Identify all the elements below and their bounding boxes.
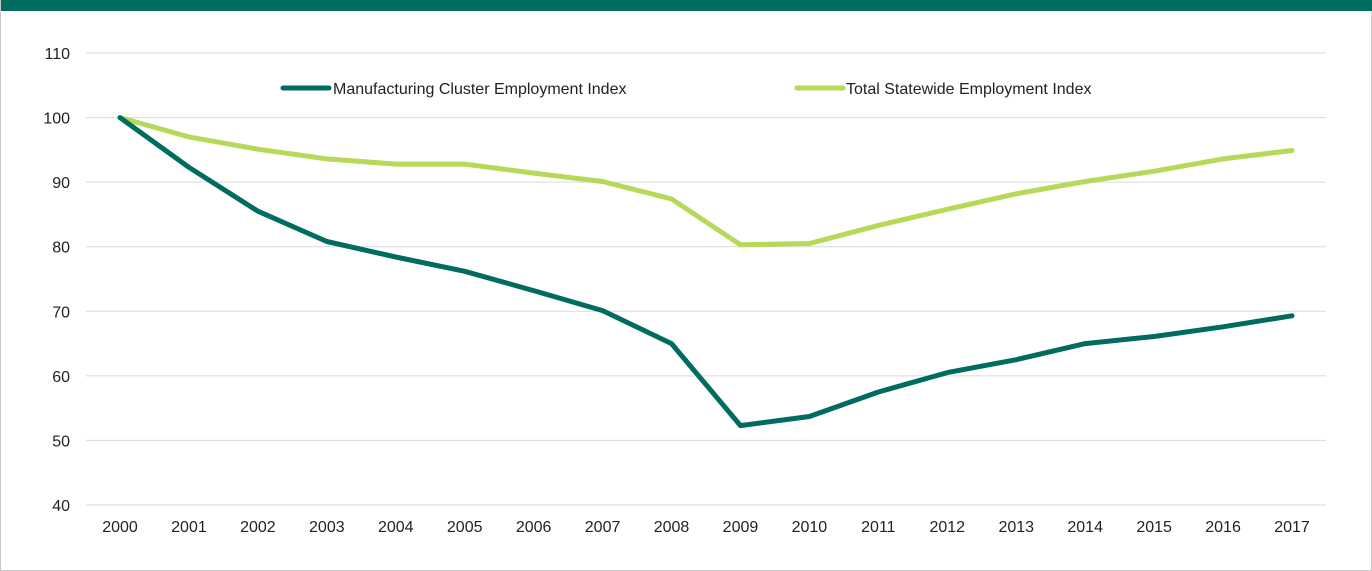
y-tick-label: 70	[52, 304, 70, 321]
x-axis-tick-labels: 2000 2001 2002 2003 2004 2005 2006 2007 2008 2009…	[102, 519, 1310, 536]
x-tick-label: 2015	[1136, 519, 1172, 536]
x-tick-label: 2007	[585, 519, 621, 536]
x-tick-label: 2014	[1067, 519, 1103, 536]
x-tick-label: 2003	[309, 519, 345, 536]
x-tick-label: 2005	[447, 519, 483, 536]
x-tick-label: 2006	[516, 519, 552, 536]
y-tick-label: 100	[43, 111, 70, 128]
x-tick-label: 2010	[792, 519, 828, 536]
y-tick-label: 110	[44, 46, 70, 63]
x-tick-label: 2001	[171, 519, 207, 536]
series-lines	[117, 115, 1295, 429]
x-tick-label: 2009	[723, 519, 759, 536]
x-tick-label: 2011	[861, 519, 896, 536]
legend-label-statewide: Total Statewide Employment Index	[846, 81, 1091, 98]
x-tick-label: 2013	[998, 519, 1034, 536]
series-line-statewide	[117, 115, 1295, 248]
y-tick-label: 40	[52, 498, 70, 515]
y-tick-label: 50	[52, 433, 70, 450]
header-bar	[1, 0, 1372, 11]
legend-label-manufacturing: Manufacturing Cluster Employment Index	[333, 81, 626, 98]
x-tick-label: 2012	[929, 519, 965, 536]
y-tick-label: 90	[52, 175, 70, 192]
x-tick-label: 2004	[378, 519, 414, 536]
x-tick-label: 2000	[102, 519, 138, 536]
x-tick-label: 2002	[240, 519, 276, 536]
gridlines	[86, 52, 1326, 506]
legend: Manufacturing Cluster Employment Index T…	[280, 81, 1091, 98]
y-tick-label: 80	[52, 240, 70, 257]
x-tick-label: 2017	[1274, 519, 1310, 536]
y-tick-label: 60	[52, 369, 70, 386]
x-tick-label: 2016	[1205, 519, 1241, 536]
y-axis-tick-labels: 40 50 60 70 80 90 100 110	[43, 46, 70, 515]
x-tick-label: 2008	[654, 519, 690, 536]
series-line-manufacturing	[117, 115, 1295, 429]
